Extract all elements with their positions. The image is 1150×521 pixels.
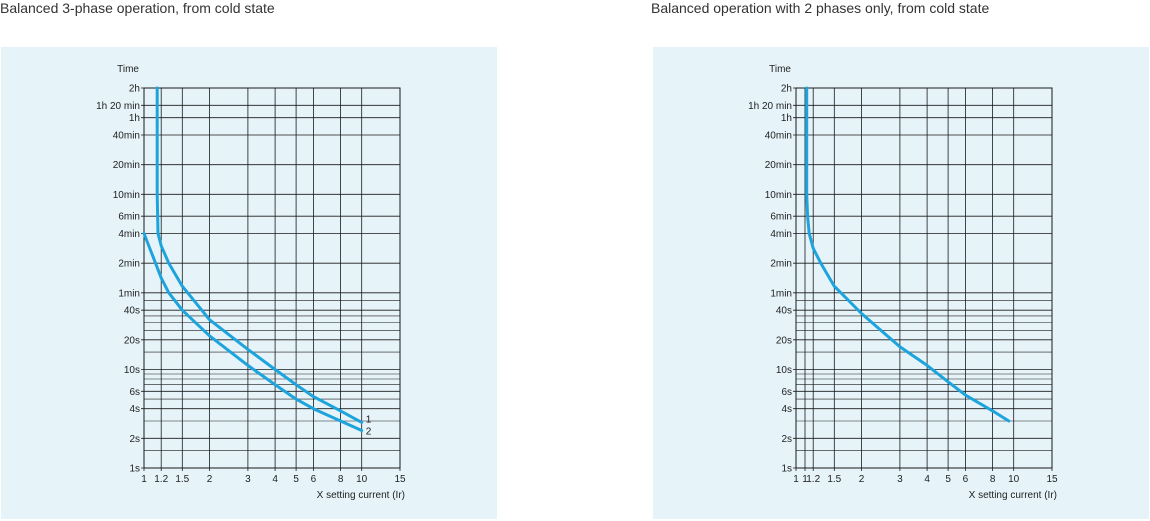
y-tick-label: 4s	[129, 404, 140, 415]
y-tick-label: 1min	[118, 288, 140, 299]
chart-panel-right: 2h 1h 20 min 1h 40min 20min 10min 6min 4min 2min…	[653, 47, 1149, 519]
x-tick-label: 4	[924, 474, 930, 485]
y-tick-label: 20s	[776, 335, 792, 346]
series-label: 1	[366, 414, 372, 425]
plot-background	[653, 47, 1149, 519]
x-tick-label: 6	[963, 474, 969, 485]
curve-series-2	[142, 232, 364, 432]
curve-series-curve	[805, 86, 1011, 423]
x-tick-label: 2	[859, 474, 865, 485]
x-axis-label: X setting current (Ir)	[969, 490, 1057, 501]
y-tick-label: 6min	[118, 212, 140, 223]
x-tick-label: 1	[802, 474, 808, 485]
series-label: 2	[366, 427, 372, 438]
y-tick-label: 1min	[770, 288, 792, 299]
y-tick-label: 1h 20 min	[748, 101, 792, 112]
y-tick-label: 40s	[124, 306, 140, 317]
y-tick-label: 6s	[781, 387, 792, 398]
plot-frame	[795, 87, 1053, 469]
plot-frame	[143, 87, 401, 469]
y-tick-label: 6s	[129, 387, 140, 398]
y-tick-label: 4s	[781, 404, 792, 415]
chart-title-left: Balanced 3-phase operation, from cold st…	[0, 0, 275, 16]
y-tick-label: 6min	[770, 212, 792, 223]
x-tick-label: 8	[990, 474, 996, 485]
y-tick-label: 10min	[113, 190, 140, 201]
y-tick-label: 1s	[129, 464, 140, 475]
y-tick-label: 4min	[118, 229, 140, 240]
y-tick-label: 1s	[781, 464, 792, 475]
x-tick-label: 15	[1046, 474, 1058, 485]
x-tick-label: 5	[293, 474, 299, 485]
y-tick-label: 20min	[113, 160, 140, 171]
x-tick-label: 1	[141, 474, 147, 485]
x-tick-label: 10	[356, 474, 368, 485]
y-tick-label: 4min	[770, 229, 792, 240]
chart-title-right: Balanced operation with 2 phases only, f…	[651, 0, 990, 16]
x-tick-label: 15	[394, 474, 406, 485]
x-tick-label: 4	[272, 474, 278, 485]
y-tick-label: 10s	[776, 365, 792, 376]
curve-series-1	[155, 86, 364, 424]
y-tick-label: 40s	[776, 306, 792, 317]
x-tick-label: 2	[207, 474, 213, 485]
y-tick-label: 20min	[765, 160, 792, 171]
y-axis-label: Time	[117, 64, 139, 75]
chart-panel-left: 2h 1h 20 min 1h 40min 20min 10min 6min 4min 2min…	[1, 47, 497, 519]
x-tick-label: 1.2	[806, 474, 820, 485]
y-tick-label: 1h	[129, 113, 140, 124]
y-tick-label: 2h	[781, 84, 792, 95]
y-tick-label: 40min	[113, 131, 140, 142]
y-axis-label: Time	[769, 64, 791, 75]
x-tick-label: 3	[897, 474, 903, 485]
y-tick-label: 2min	[770, 259, 792, 270]
x-tick-label: 8	[338, 474, 344, 485]
x-tick-label: 1.5	[175, 474, 189, 485]
y-tick-label: 2min	[118, 259, 140, 270]
y-tick-label: 2s	[781, 434, 792, 445]
x-tick-label: 5	[945, 474, 951, 485]
y-tick-label: 1h 20 min	[96, 101, 140, 112]
y-tick-label: 2s	[129, 434, 140, 445]
x-tick-label: 10	[1008, 474, 1020, 485]
y-tick-label: 1h	[781, 113, 792, 124]
y-tick-label: 10min	[765, 190, 792, 201]
y-tick-label: 40min	[765, 131, 792, 142]
plot-background	[1, 47, 497, 519]
x-tick-label: 1	[793, 474, 799, 485]
x-tick-label: 6	[311, 474, 317, 485]
y-tick-label: 2h	[129, 84, 140, 95]
y-tick-label: 10s	[124, 365, 140, 376]
x-tick-label: 3	[245, 474, 251, 485]
x-tick-label: 1.2	[154, 474, 168, 485]
x-tick-label: 1.5	[827, 474, 841, 485]
y-tick-label: 20s	[124, 335, 140, 346]
x-axis-label: X setting current (Ir)	[317, 490, 405, 501]
